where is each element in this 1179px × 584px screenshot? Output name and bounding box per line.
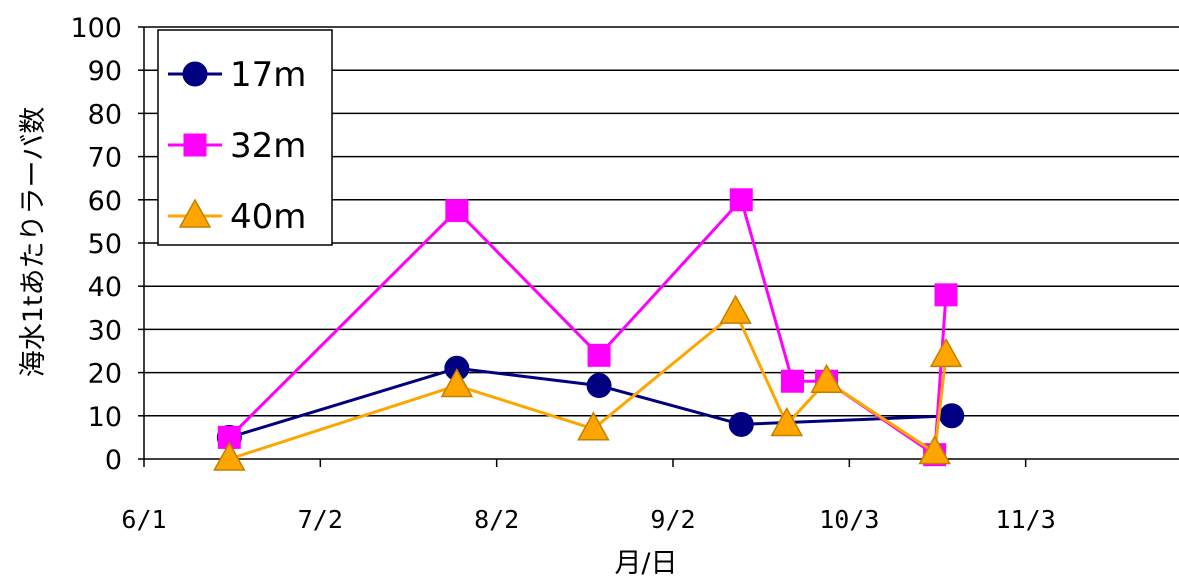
y-tick-label-40: 40 [88, 272, 122, 303]
series-40m [213, 294, 963, 471]
legend-marker-40m [178, 198, 212, 228]
y-tick-label-70: 70 [88, 143, 122, 174]
x-tick-label-11/3: 11/3 [996, 505, 1056, 534]
x-tick-label-10/3: 10/3 [819, 505, 879, 534]
legend-label-17m: 17m [230, 55, 306, 95]
data-point-17m-2 [586, 373, 612, 399]
data-point-40m-5 [810, 363, 843, 393]
series-17m [216, 355, 965, 450]
y-tick-label-20: 20 [88, 359, 122, 390]
x-tick-label-7/2: 7/2 [298, 505, 343, 534]
data-point-32m-2 [587, 343, 611, 367]
data-point-32m-4 [780, 369, 804, 393]
y-tick-label-60: 60 [88, 186, 122, 217]
data-point-32m-1 [445, 199, 469, 223]
series-line-32m [228, 198, 948, 457]
y-tick-label-90: 90 [88, 56, 122, 87]
data-point-17m-4 [939, 403, 965, 429]
data-point-32m-7 [934, 283, 958, 307]
y-tick-label-10: 10 [88, 402, 122, 433]
x-tick-label-8/2: 8/2 [474, 505, 519, 534]
legend: 17m 32m 40m [157, 29, 333, 246]
data-point-40m-0 [213, 441, 246, 471]
data-point-40m-6 [918, 434, 951, 465]
data-point-32m-3 [729, 188, 753, 212]
y-axis-label: 海水1tあたりラーバ数 [18, 107, 49, 378]
legend-marker-32m [183, 133, 207, 157]
data-point-40m-2 [577, 411, 610, 441]
y-tick-label-80: 80 [88, 99, 122, 130]
data-point-40m-4 [770, 406, 804, 437]
y-tick-label-100: 100 [70, 13, 122, 44]
legend-label-32m: 32m [230, 126, 306, 166]
data-point-40m-3 [719, 294, 752, 324]
data-point-40m-7 [929, 337, 963, 368]
x-tick-label-9/2: 9/2 [650, 505, 695, 534]
x-tick-label-6/1: 6/1 [121, 505, 166, 534]
y-tick-label-50: 50 [88, 229, 122, 260]
y-tick-label-0: 0 [105, 445, 122, 476]
x-axis-label: 月/日 [614, 548, 677, 579]
data-point-17m-3 [728, 411, 754, 437]
y-tick-label-30: 30 [88, 315, 122, 346]
legend-label-40m: 40m [230, 197, 306, 237]
data-point-40m-1 [440, 368, 474, 398]
axis-layer: 0 10 20 30 40 50 60 70 80 90 100 6/1 7/2 8/2 9/2 10/3 11… [70, 13, 1179, 534]
series-line-40m [228, 310, 948, 461]
legend-marker-17m [182, 61, 208, 87]
series-layer [213, 188, 965, 471]
